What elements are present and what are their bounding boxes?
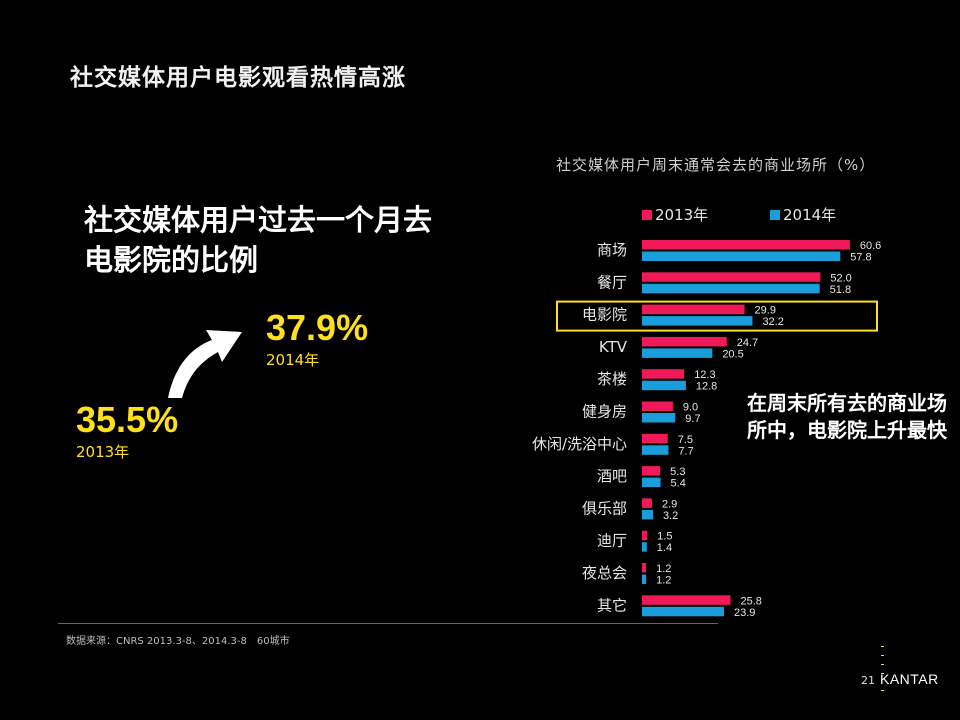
data-label: 7.7	[678, 445, 693, 457]
bar-2014	[642, 380, 686, 391]
data-label: 9.0	[683, 402, 698, 414]
category-label: KTV	[599, 338, 628, 356]
bar-2013	[642, 433, 668, 444]
bar-2014	[642, 606, 724, 617]
stat-2014-value: 37.9%	[266, 307, 369, 348]
category-label: 茶楼	[597, 370, 627, 388]
data-label: 2.9	[662, 498, 677, 510]
legend-swatch-2013	[642, 210, 652, 220]
data-label: 1.5	[657, 531, 672, 543]
bar-2014	[642, 413, 676, 423]
data-label: 60.6	[860, 240, 881, 252]
bar-2013	[642, 530, 648, 541]
slide-title: 社交媒体用户电影观看热情高涨	[70, 65, 406, 91]
bar-2013	[642, 369, 685, 379]
data-label: 25.8	[740, 595, 761, 607]
data-label: 12.8	[696, 381, 717, 393]
category-label: 迪厅	[597, 532, 627, 550]
data-label: 7.5	[678, 434, 693, 446]
legend-swatch-2014	[770, 210, 780, 220]
kantar-logo: KANTAR	[880, 671, 939, 687]
data-label: 5.3	[670, 466, 685, 478]
bar-2014	[642, 574, 647, 584]
up-arrow-icon	[168, 330, 242, 398]
bar-2014	[642, 445, 669, 455]
legend-label-2013: 2013年	[655, 206, 708, 224]
data-label: 1.2	[656, 575, 671, 587]
data-label: 12.3	[694, 369, 715, 381]
bar-2014	[642, 251, 841, 261]
bar-2014	[642, 283, 820, 294]
data-label: 20.5	[722, 348, 743, 360]
category-label: 其它	[597, 596, 627, 614]
data-label: 29.9	[755, 305, 776, 317]
bar-2014	[642, 542, 647, 552]
highlight-box	[556, 300, 878, 332]
data-label: 5.4	[671, 478, 686, 490]
data-label: 23.9	[734, 607, 755, 619]
bar-2013	[642, 336, 727, 347]
data-label: 24.7	[737, 337, 758, 349]
category-label: 电影院	[582, 306, 627, 324]
bar-2014	[642, 348, 713, 358]
bar-2013	[642, 272, 821, 282]
bar-2013	[642, 498, 652, 508]
annotation: 在周末所有去的商业场所中，电影院上升最快	[747, 391, 947, 442]
stat-2013-year: 2013年	[76, 443, 130, 461]
category-label: 商场	[597, 241, 627, 259]
category-label: 餐厅	[597, 273, 627, 291]
data-label: 3.2	[663, 510, 678, 522]
bar-2013	[642, 595, 731, 605]
bar-2013	[642, 563, 647, 573]
bar-2014	[642, 316, 753, 326]
page-number: 21	[861, 674, 875, 687]
data-label: 1.2	[656, 563, 671, 575]
bar-2013	[642, 466, 661, 476]
stat-2013: 35.5% 2013年	[76, 400, 178, 462]
source-note: 数据来源：CNRS 2013.3-8、2014.3-8 60城市	[66, 636, 290, 647]
category-label: 健身房	[582, 403, 627, 421]
chart-title: 社交媒体用户周末通常会去的商业场所（%）	[556, 156, 876, 174]
data-label: 51.8	[830, 284, 851, 296]
bar-2014	[642, 509, 653, 520]
category-label: 夜总会	[582, 564, 627, 582]
category-label: 酒吧	[597, 467, 627, 485]
data-label: 52.0	[830, 272, 851, 284]
stat-2014: 37.9% 2014年	[266, 308, 368, 370]
category-label: 休闲/洗浴中心	[532, 435, 627, 453]
data-label: 9.7	[685, 413, 700, 425]
bar-2013	[642, 304, 745, 315]
data-label: 32.2	[762, 316, 783, 328]
category-label: 俱乐部	[582, 499, 627, 517]
bar-2013	[642, 240, 850, 250]
bar-2014	[642, 477, 661, 488]
logo-dots-icon	[881, 646, 884, 691]
data-label: 1.4	[657, 542, 672, 554]
stat-2014-year: 2014年	[266, 351, 320, 369]
stat-2013-value: 35.5%	[76, 399, 179, 440]
footer-divider	[58, 623, 718, 624]
data-label: 57.8	[850, 252, 871, 264]
bar-2013	[642, 401, 673, 411]
legend-label-2014: 2014年	[783, 206, 836, 224]
headline: 社交媒体用户过去一个月去电影院的比例	[84, 203, 433, 277]
